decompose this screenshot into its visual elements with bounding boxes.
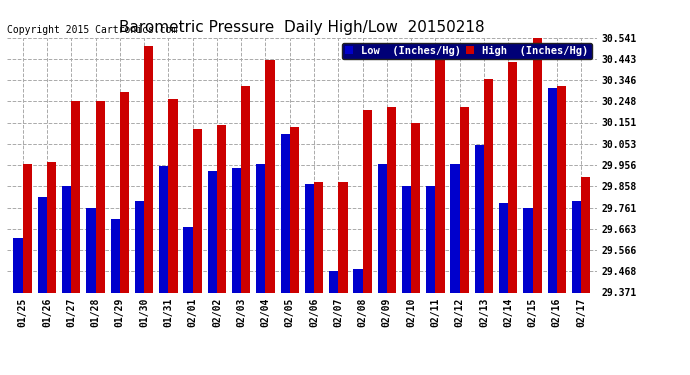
Bar: [353, 269, 362, 292]
Bar: [305, 184, 314, 292]
Bar: [484, 79, 493, 292]
Bar: [314, 182, 323, 292]
Bar: [426, 186, 435, 292]
Bar: [509, 62, 518, 292]
Bar: [168, 99, 177, 292]
Bar: [402, 186, 411, 292]
Bar: [184, 227, 193, 292]
Text: Copyright 2015 Cartronics.com: Copyright 2015 Cartronics.com: [7, 25, 177, 35]
Bar: [572, 201, 581, 292]
Bar: [499, 203, 509, 292]
Bar: [256, 164, 266, 292]
Bar: [120, 92, 129, 292]
Bar: [411, 123, 420, 292]
Bar: [62, 186, 71, 292]
Bar: [232, 168, 241, 292]
Bar: [95, 101, 105, 292]
Bar: [377, 164, 387, 292]
Bar: [144, 46, 153, 292]
Bar: [159, 166, 168, 292]
Bar: [14, 238, 23, 292]
Title: Barometric Pressure  Daily High/Low  20150218: Barometric Pressure Daily High/Low 20150…: [119, 20, 484, 35]
Bar: [86, 208, 95, 292]
Bar: [281, 134, 290, 292]
Bar: [23, 164, 32, 292]
Bar: [451, 164, 460, 292]
Bar: [338, 182, 348, 292]
Bar: [362, 110, 372, 292]
Bar: [557, 86, 566, 292]
Bar: [475, 144, 484, 292]
Bar: [533, 38, 542, 292]
Bar: [71, 101, 81, 292]
Bar: [581, 177, 591, 292]
Bar: [38, 197, 47, 292]
Bar: [290, 127, 299, 292]
Bar: [523, 208, 533, 292]
Bar: [460, 108, 469, 292]
Bar: [208, 171, 217, 292]
Bar: [110, 219, 120, 292]
Bar: [241, 86, 250, 292]
Bar: [47, 162, 56, 292]
Bar: [329, 271, 338, 292]
Legend: Low  (Inches/Hg), High  (Inches/Hg): Low (Inches/Hg), High (Inches/Hg): [342, 43, 591, 59]
Bar: [135, 201, 144, 292]
Bar: [387, 108, 396, 292]
Bar: [435, 53, 444, 292]
Bar: [217, 125, 226, 292]
Bar: [548, 88, 557, 292]
Bar: [266, 60, 275, 292]
Bar: [193, 129, 202, 292]
